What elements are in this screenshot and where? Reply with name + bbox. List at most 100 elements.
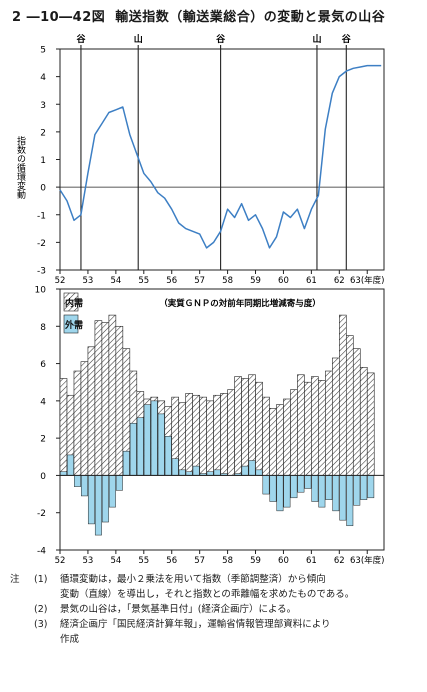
y-tick-label: 0 xyxy=(40,184,46,194)
line-chart-frame xyxy=(59,48,385,271)
bar-external xyxy=(108,475,116,508)
bar-external xyxy=(304,475,312,489)
note-mark xyxy=(10,617,34,632)
bar-domestic xyxy=(234,376,242,476)
bar-chart: 10 8 6 4 2 0 -2 -4 52 53 54 55 56 57 58 59 60 61 62 63(年度) 内… xyxy=(35,286,385,566)
bar-external xyxy=(60,471,67,476)
bar-domestic xyxy=(227,389,235,476)
note-number: (1) xyxy=(34,574,48,585)
x-tick-label: 63(年度) xyxy=(350,555,384,566)
note-line: (3) 経済企画庁「国民経済計算年報」，運輸省情報管理部資料により xyxy=(10,617,420,632)
bar-domestic xyxy=(262,396,270,476)
turning-point-label: 谷 xyxy=(216,33,226,45)
x-tick-label: 56 xyxy=(166,556,177,566)
y-tick-label: 6 xyxy=(40,360,46,370)
bar-external xyxy=(115,475,123,491)
bar-domestic xyxy=(290,389,298,476)
bar-external xyxy=(311,475,319,502)
y-tick-label: 3 xyxy=(40,101,46,111)
bar-external xyxy=(332,475,340,512)
x-tick-label: 54 xyxy=(110,556,121,566)
bar-external xyxy=(101,475,109,523)
y-tick-label: 5 xyxy=(40,46,46,56)
note-text: 景気の山谷は，「景気基準日付」(経済企画庁）による。 xyxy=(60,604,297,615)
bar-external xyxy=(157,413,165,476)
bar-domestic xyxy=(297,374,305,476)
bar-external xyxy=(206,471,214,476)
x-tick-label: 58 xyxy=(222,556,233,566)
y-tick-label: -3 xyxy=(37,267,46,277)
y-tick-label: 10 xyxy=(35,286,47,296)
bar-domestic xyxy=(283,398,291,476)
bar-domestic xyxy=(59,378,68,476)
legend-label-external: 外需 xyxy=(64,319,83,331)
bar-domestic xyxy=(87,346,96,476)
bar-domestic xyxy=(359,366,368,476)
bar-external xyxy=(346,475,354,527)
x-tick-label: 56 xyxy=(166,276,177,286)
y-tick-label: 8 xyxy=(40,323,46,333)
figure-title: 2 ―10―42図 輸送指数（輸送業総合）の変動と景気の山谷 xyxy=(12,6,385,25)
bar-domestic xyxy=(101,322,110,476)
bar-domestic xyxy=(366,372,375,476)
legend-label-domestic: 内需 xyxy=(65,297,83,309)
x-tick-label: 60 xyxy=(278,556,289,566)
bar-domestic xyxy=(304,381,312,476)
bar-domestic xyxy=(339,314,347,476)
figure-title-text: 輸送指数（輸送業総合）の変動と景気の山谷 xyxy=(115,10,386,25)
bar-domestic xyxy=(115,325,124,476)
x-tick-label: 57 xyxy=(194,556,205,566)
bar-external xyxy=(241,465,249,476)
bar-external xyxy=(318,475,326,508)
bar-domestic xyxy=(178,402,186,476)
bar-external xyxy=(74,475,81,487)
bar-domestic xyxy=(311,376,319,476)
bar-external xyxy=(80,475,88,497)
note-text: 経済企画庁「国民経済計算年報」，運輸省情報管理部資料により xyxy=(60,619,331,630)
bar-external xyxy=(129,422,137,476)
bar-external xyxy=(367,475,375,499)
note-line: 注 (1) 循環変動は，最小２乗法を用いて指数（季節調整済）から傾向 xyxy=(10,572,420,587)
note-mark xyxy=(10,602,34,617)
x-tick-label: 59 xyxy=(250,276,261,286)
bar-external xyxy=(192,465,200,476)
bar-external xyxy=(67,454,74,476)
x-tick-label: 52 xyxy=(55,556,66,566)
bar-domestic xyxy=(206,400,214,476)
series-line xyxy=(59,64,382,249)
bar-external xyxy=(185,471,193,476)
bar-domestic xyxy=(345,335,354,476)
bar-domestic xyxy=(73,370,82,476)
bar-domestic xyxy=(213,394,221,476)
bar-external xyxy=(213,469,221,476)
x-tick-label: 58 xyxy=(222,276,233,286)
bar-domestic xyxy=(199,396,207,476)
bar-external xyxy=(360,475,368,500)
y-tick-label: 1 xyxy=(40,156,46,166)
note-mark: 注 xyxy=(10,574,20,585)
y-tick-label: -2 xyxy=(37,239,46,249)
y-tick-label: -1 xyxy=(37,211,46,221)
note-text: 変動（直線）を導出し，それと指数との乖離幅を求めたものである。 xyxy=(60,589,355,600)
bar-external xyxy=(150,400,158,476)
bar-external xyxy=(339,475,347,521)
bar-domestic xyxy=(185,393,193,476)
bar-domestic xyxy=(276,404,284,476)
bar-external xyxy=(164,436,172,476)
turning-point-label: 山 xyxy=(312,33,321,45)
bar-external xyxy=(136,417,144,476)
bar-external xyxy=(276,475,284,512)
y-axis-label: 指数の循環変動 xyxy=(15,135,26,200)
bar-external xyxy=(353,475,361,506)
y-tick-label: -4 xyxy=(37,547,46,557)
note-text: 循環変動は，最小２乗法を用いて指数（季節調整済）から傾向 xyxy=(60,574,326,585)
x-tick-label: 61 xyxy=(306,276,317,286)
y-tick-label: 4 xyxy=(40,397,46,407)
x-tick-label: 53 xyxy=(83,556,94,566)
bar-external xyxy=(297,475,305,493)
note-number: (2) xyxy=(34,604,48,615)
x-tick-label: 54 xyxy=(110,276,121,286)
x-tick-label: 57 xyxy=(194,276,205,286)
